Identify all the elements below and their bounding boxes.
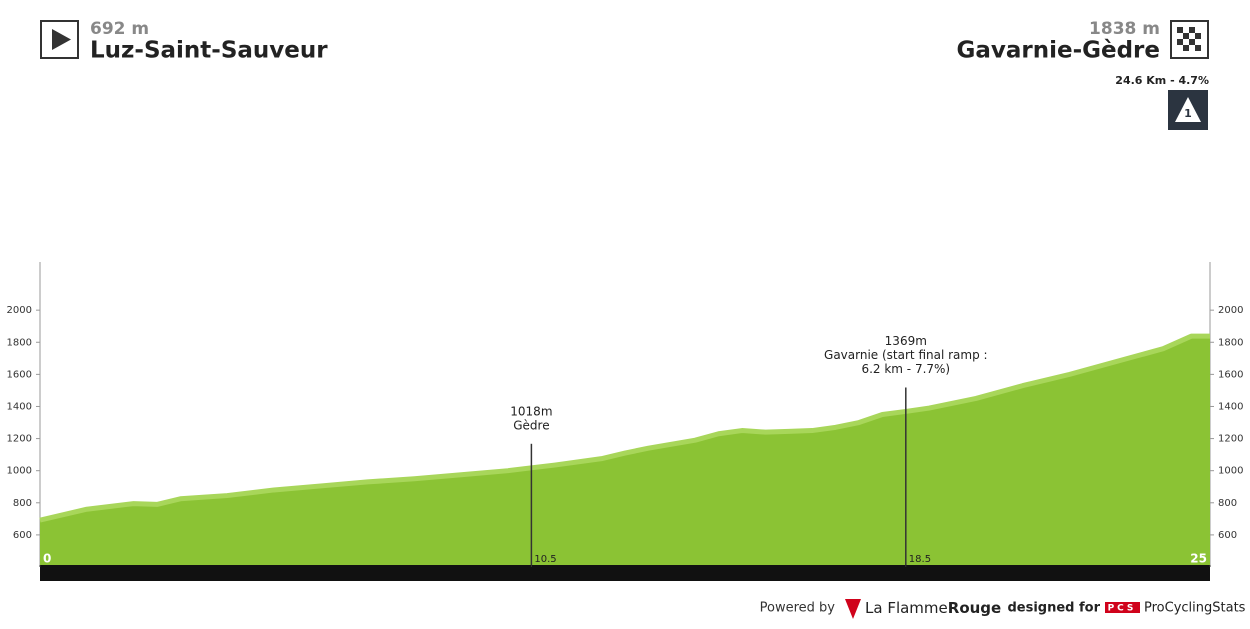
x-tick-label: 10.5	[534, 554, 556, 565]
climb-info: 24.6 Km - 4.7%	[1115, 74, 1209, 87]
distance-bar	[40, 565, 1210, 581]
y-tick-label: 1800	[7, 337, 32, 348]
finish-icon	[1170, 20, 1209, 59]
pcs-logo-bg	[1105, 602, 1140, 613]
y-tick-label-right: 1800	[1218, 337, 1243, 348]
finish-altitude: 1838 m	[1089, 19, 1160, 39]
start-altitude: 692 m	[90, 19, 149, 39]
y-tick-label: 800	[13, 498, 32, 509]
annotation-text: Gèdre	[513, 418, 549, 432]
finish-name: Gavarnie-Gèdre	[956, 38, 1160, 64]
start-arrow	[52, 29, 71, 50]
brand-a: La Flamme	[865, 599, 948, 617]
pcs-name: ProCyclingStats	[1144, 601, 1246, 616]
annotation-text: 1369m	[885, 334, 927, 348]
y-tick-label-right: 1200	[1218, 434, 1243, 445]
y-tick-label: 1400	[7, 401, 32, 412]
finish-flag	[1177, 27, 1201, 51]
flamme-logo	[845, 599, 861, 619]
plot: 600 600 800 800 1000 1000 1200 1200 1400 1400 1600…	[7, 262, 1243, 581]
y-tick-label-right: 1000	[1218, 466, 1243, 477]
y-tick-label-right: 1600	[1218, 369, 1243, 380]
y-tick-label-right: 1400	[1218, 401, 1243, 412]
elevation-ridge	[39, 333, 1210, 523]
annotation-text: 6.2 km - 7.7%)	[861, 362, 950, 376]
start-icon	[40, 20, 79, 59]
brand-b: Rouge	[948, 599, 1001, 617]
y-tick-label-right: 800	[1218, 498, 1237, 509]
powered-by: Powered by	[760, 601, 836, 616]
x-tick-label: 18.5	[909, 554, 931, 565]
designed-for: designed for	[1007, 601, 1100, 616]
y-tick-label: 1200	[7, 434, 32, 445]
y-tick-label-right: 600	[1218, 530, 1237, 541]
x-tick-label: 0	[43, 552, 51, 566]
y-tick-label-right: 2000	[1218, 305, 1243, 316]
y-tick-label: 600	[13, 530, 32, 541]
y-tick-label: 1000	[7, 466, 32, 477]
y-tick-label: 1600	[7, 369, 32, 380]
x-tick-label: 25	[1190, 552, 1207, 566]
brand: La FlammeRouge	[865, 599, 1001, 617]
start-name: Luz-Saint-Sauveur	[90, 38, 328, 64]
annotation-text: Gavarnie (start final ramp :	[824, 348, 988, 362]
pcs-logo: PCS	[1108, 604, 1137, 614]
elevation-area	[40, 336, 1210, 567]
climb-category: 1	[1184, 107, 1192, 120]
annotation-text: 1018m	[510, 404, 552, 418]
y-tick-label: 2000	[7, 305, 32, 316]
climb-triangle	[1175, 97, 1201, 122]
